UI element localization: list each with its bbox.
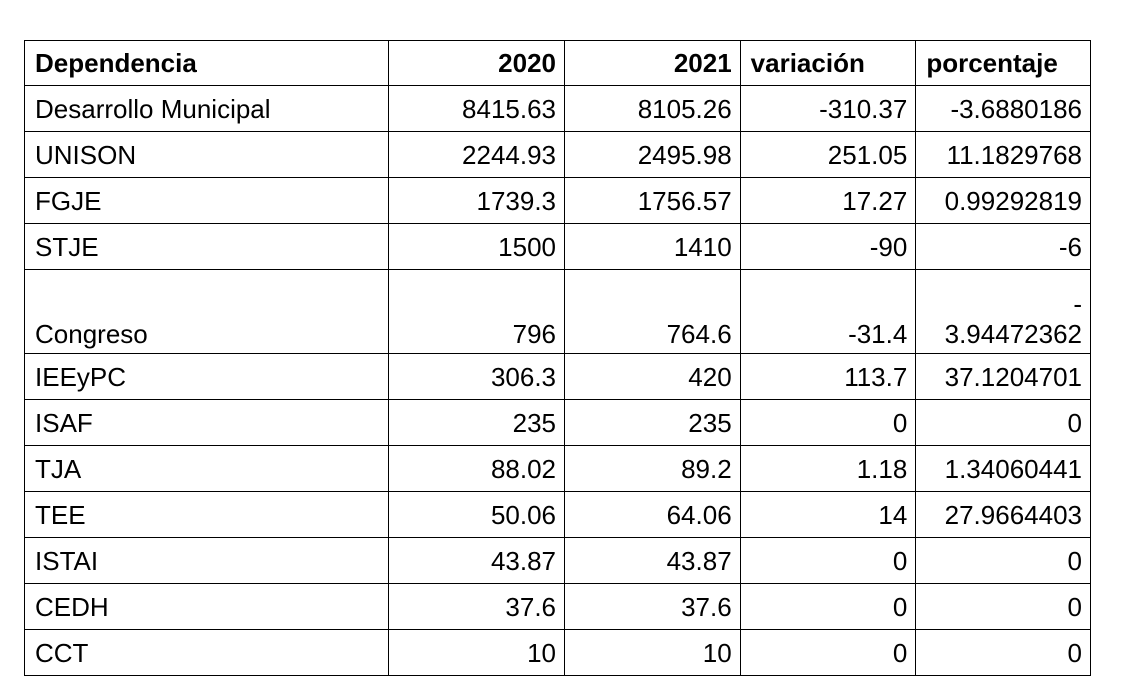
cell-2020: 1739.3	[388, 177, 566, 224]
cell-2020: 796	[388, 269, 566, 354]
cell-variacion: 0	[739, 399, 917, 446]
cell-2021: 8105.26	[564, 85, 741, 132]
cell-2020: 10	[388, 629, 566, 676]
cell-porcentaje: -3.6880186	[915, 85, 1091, 132]
cell-dependencia: FGJE	[23, 177, 390, 224]
cell-2021: 764.6	[564, 269, 741, 354]
data-table: Dependencia 2020 2021 variación porcenta…	[23, 40, 1091, 676]
cell-2021: 1410	[564, 223, 741, 270]
cell-dependencia: STJE	[23, 223, 390, 270]
porcentaje-sign: -	[1073, 289, 1082, 319]
cell-porcentaje: 0	[915, 583, 1091, 630]
cell-2020: 235	[388, 399, 566, 446]
cell-2021: 1756.57	[564, 177, 741, 224]
cell-porcentaje: - 3.94472362	[915, 269, 1091, 354]
cell-dependencia: ISAF	[23, 399, 390, 446]
cell-variacion: 1.18	[739, 445, 917, 492]
cell-2020: 43.87	[388, 537, 566, 584]
cell-dependencia: TJA	[23, 445, 390, 492]
cell-2021: 37.6	[564, 583, 741, 630]
header-2021: 2021	[564, 40, 741, 86]
cell-2021: 89.2	[564, 445, 741, 492]
cell-variacion: 113.7	[739, 353, 917, 400]
cell-dependencia: UNISON	[23, 131, 390, 178]
table-row: ISAF 235 235 0 0	[23, 399, 1091, 446]
cell-2020: 37.6	[388, 583, 566, 630]
cell-2020: 50.06	[388, 491, 566, 538]
cell-variacion: -31.4	[739, 269, 917, 354]
cell-porcentaje: 37.1204701	[915, 353, 1091, 400]
table-row: CCT 10 10 0 0	[23, 629, 1091, 676]
cell-variacion: -310.37	[739, 85, 917, 132]
cell-dependencia: ISTAI	[23, 537, 390, 584]
header-dependencia: Dependencia	[23, 40, 390, 86]
cell-porcentaje: 0	[915, 537, 1091, 584]
cell-2021: 2495.98	[564, 131, 741, 178]
porcentaje-value: 3.94472362	[944, 319, 1082, 349]
cell-2021: 43.87	[564, 537, 741, 584]
cell-2020: 306.3	[388, 353, 566, 400]
table-row: Desarrollo Municipal 8415.63 8105.26 -31…	[23, 85, 1091, 132]
cell-variacion: -90	[739, 223, 917, 270]
cell-variacion: 0	[739, 629, 917, 676]
cell-2020: 1500	[388, 223, 566, 270]
cell-2021: 420	[564, 353, 741, 400]
cell-variacion: 0	[739, 583, 917, 630]
table-row: IEEyPC 306.3 420 113.7 37.1204701	[23, 353, 1091, 400]
cell-2020: 88.02	[388, 445, 566, 492]
header-variacion: variación	[739, 40, 917, 86]
cell-porcentaje: 0	[915, 629, 1091, 676]
table-row: ISTAI 43.87 43.87 0 0	[23, 537, 1091, 584]
table-row: UNISON 2244.93 2495.98 251.05 11.1829768	[23, 131, 1091, 178]
cell-2021: 10	[564, 629, 741, 676]
cell-dependencia: IEEyPC	[23, 353, 390, 400]
cell-dependencia: Congreso	[23, 269, 390, 354]
cell-variacion: 251.05	[739, 131, 917, 178]
cell-porcentaje: -6	[915, 223, 1091, 270]
cell-porcentaje: 27.9664403	[915, 491, 1091, 538]
cell-dependencia: TEE	[23, 491, 390, 538]
cell-dependencia: CEDH	[23, 583, 390, 630]
table-row: CEDH 37.6 37.6 0 0	[23, 583, 1091, 630]
cell-dependencia: Desarrollo Municipal	[23, 85, 390, 132]
cell-porcentaje: 0	[915, 399, 1091, 446]
table-row: TJA 88.02 89.2 1.18 1.34060441	[23, 445, 1091, 492]
header-row: Dependencia 2020 2021 variación porcenta…	[23, 40, 1091, 86]
table-row: Congreso 796 764.6 -31.4 - 3.94472362	[23, 269, 1091, 354]
table-row: STJE 1500 1410 -90 -6	[23, 223, 1091, 270]
cell-porcentaje: 11.1829768	[915, 131, 1091, 178]
cell-porcentaje: 0.99292819	[915, 177, 1091, 224]
cell-2020: 8415.63	[388, 85, 566, 132]
cell-variacion: 17.27	[739, 177, 917, 224]
cell-2020: 2244.93	[388, 131, 566, 178]
cell-variacion: 14	[739, 491, 917, 538]
cell-porcentaje: 1.34060441	[915, 445, 1091, 492]
table-row: FGJE 1739.3 1756.57 17.27 0.99292819	[23, 177, 1091, 224]
table-row: TEE 50.06 64.06 14 27.9664403	[23, 491, 1091, 538]
cell-variacion: 0	[739, 537, 917, 584]
header-porcentaje: porcentaje	[915, 40, 1091, 86]
cell-dependencia: CCT	[23, 629, 390, 676]
cell-2021: 64.06	[564, 491, 741, 538]
header-2020: 2020	[388, 40, 566, 86]
cell-2021: 235	[564, 399, 741, 446]
